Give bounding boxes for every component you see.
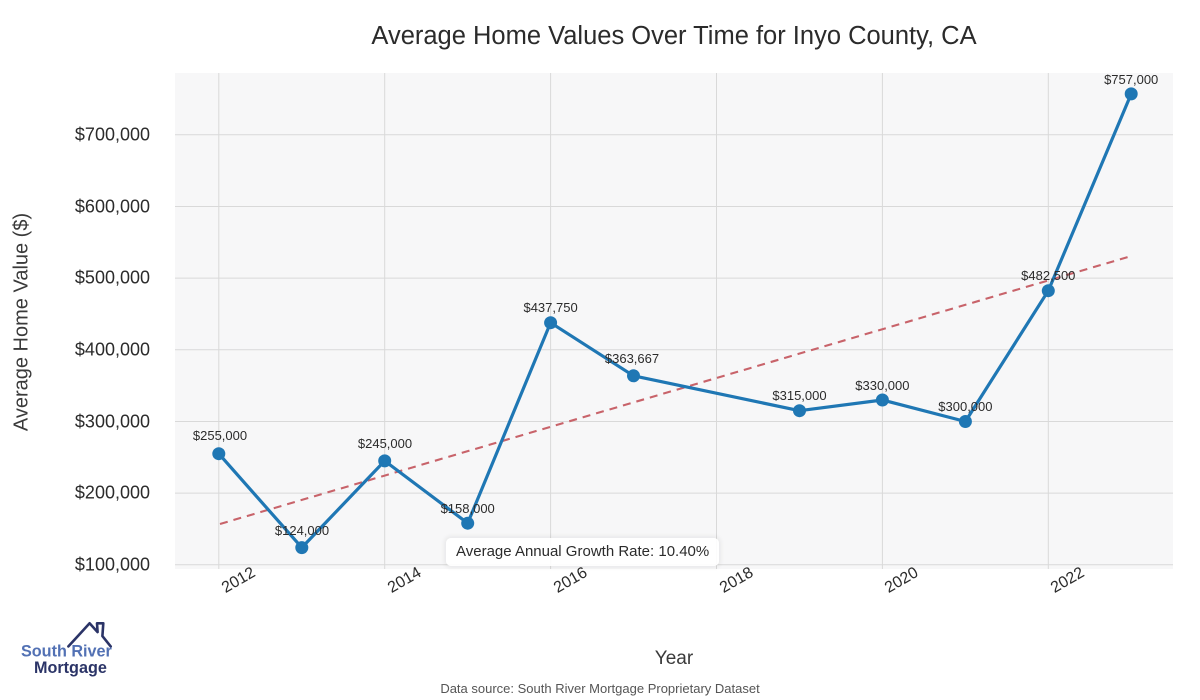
svg-text:South River: South River [21,643,113,661]
svg-text:Mortgage: Mortgage [34,659,107,677]
